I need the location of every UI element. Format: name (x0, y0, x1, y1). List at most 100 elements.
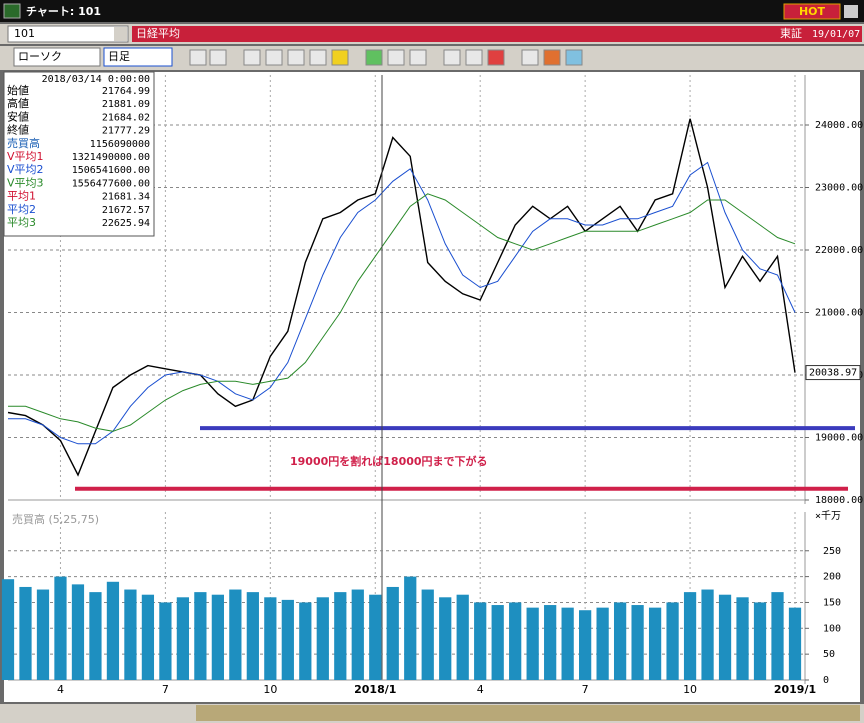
tool-icon[interactable] (487, 49, 505, 66)
x-tick-label: 7 (582, 683, 589, 696)
tool-icon[interactable] (443, 49, 461, 66)
code-text: 101 (14, 27, 35, 40)
tool-icon[interactable] (189, 49, 207, 66)
title-bar (0, 0, 864, 22)
info-label: 安値 (7, 109, 29, 123)
tool-icon[interactable] (309, 49, 327, 66)
tool-icons (189, 49, 583, 66)
app-icon (3, 3, 21, 19)
symbol-name: 日経平均 (136, 27, 180, 40)
volume-bar (561, 607, 574, 680)
volume-bar (89, 592, 102, 680)
tool-icon[interactable] (465, 49, 483, 66)
info-datetime: 2018/03/14 0:00:00 (42, 74, 150, 85)
info-value: 22625.94 (102, 218, 150, 229)
unit-label: ×千万 (815, 510, 841, 522)
y-tick-label: 22000.00 (815, 245, 863, 256)
volume-bar (666, 602, 679, 680)
volume-bar (456, 594, 469, 680)
x-tick-label: 2018/1 (354, 683, 396, 696)
last-price: 20038.97 (809, 368, 857, 379)
tool-icon[interactable] (565, 49, 583, 66)
tool-icon[interactable] (331, 49, 349, 66)
volume-bar (613, 602, 627, 680)
y-tick-label: 23000.00 (815, 183, 863, 194)
y-tick-label: 0 (823, 675, 829, 686)
volume-bar (771, 592, 784, 680)
x-tick-label: 4 (477, 683, 484, 696)
code-input[interactable] (7, 25, 129, 43)
info-label: V平均1 (7, 150, 44, 163)
volume-bar (71, 584, 85, 680)
volume-bar (229, 589, 242, 680)
tool-icon[interactable] (543, 49, 561, 66)
volume-bar (281, 599, 294, 680)
volume-bar (369, 594, 382, 680)
info-value: 21881.09 (102, 99, 150, 110)
style-select[interactable] (13, 47, 101, 67)
name-band (132, 26, 862, 42)
info-label: V平均2 (7, 163, 44, 176)
volume-bar (631, 605, 644, 680)
volume-bar (334, 592, 347, 680)
info-label: 終値 (7, 123, 29, 137)
info-label: 始値 (7, 83, 29, 97)
period-text: 日足 (108, 50, 130, 63)
y-tick-label: 100 (823, 623, 841, 634)
volume-bar (351, 589, 364, 680)
info-value: 21681.34 (102, 192, 150, 203)
info-label: 平均2 (7, 203, 36, 216)
volume-bar (264, 597, 277, 680)
code-dropdown[interactable] (114, 27, 127, 41)
volume-bar (316, 597, 329, 680)
volume-bar (141, 594, 155, 680)
x-tick-label: 2019/1 (774, 683, 816, 696)
hot-label[interactable]: HOT (799, 5, 826, 18)
volume-bar (701, 589, 714, 680)
volume-bar (736, 597, 749, 680)
tool-icon[interactable] (521, 49, 539, 66)
volume-bar (509, 602, 522, 680)
volume-bar (106, 581, 120, 680)
hot-button[interactable] (783, 3, 841, 20)
y-tick-label: 19000.00 (815, 433, 863, 444)
volume-bar (1, 579, 15, 680)
info-value: 21672.57 (102, 205, 150, 216)
info-label: 平均3 (7, 216, 36, 229)
info-value: 1321490000.00 (72, 152, 150, 163)
last-price-box (805, 365, 861, 381)
tool-icon[interactable] (365, 49, 383, 66)
volume-bar (526, 607, 539, 680)
price-line (7, 118, 796, 477)
info-value: 1156090000 (90, 139, 150, 150)
info-value: 21764.99 (102, 86, 150, 97)
period-select[interactable] (103, 47, 173, 67)
volume-bar (683, 592, 697, 680)
volume-bar (753, 602, 767, 680)
exchange: 東証 (780, 27, 802, 40)
window-title: チャート: 101 (26, 5, 101, 18)
volume-bar (439, 597, 452, 680)
scroll-thumb[interactable] (196, 705, 860, 721)
tool-icon[interactable] (265, 49, 283, 66)
tool-icon[interactable] (287, 49, 305, 66)
volume-bar (544, 605, 557, 680)
volume-bar (159, 602, 172, 680)
y-tick-label: 24000.00 (815, 120, 863, 131)
annotation: 19000円を割れば18000円まで下がる (290, 454, 488, 468)
info-label: 高値 (7, 96, 29, 110)
close-button[interactable] (844, 5, 858, 18)
x-tick-label: 4 (57, 683, 64, 696)
tool-icon[interactable] (387, 49, 405, 66)
price-line (8, 193, 796, 432)
volume-bar (788, 607, 802, 680)
date: 19/01/07 (812, 29, 860, 40)
volume-bar (246, 592, 259, 680)
info-label: 売買高 (7, 136, 40, 150)
volume-bar (299, 602, 312, 680)
tool-icon[interactable] (209, 49, 227, 66)
tool-icon[interactable] (243, 49, 261, 66)
y-tick-label: 200 (823, 572, 841, 583)
tool-icon[interactable] (409, 49, 427, 66)
